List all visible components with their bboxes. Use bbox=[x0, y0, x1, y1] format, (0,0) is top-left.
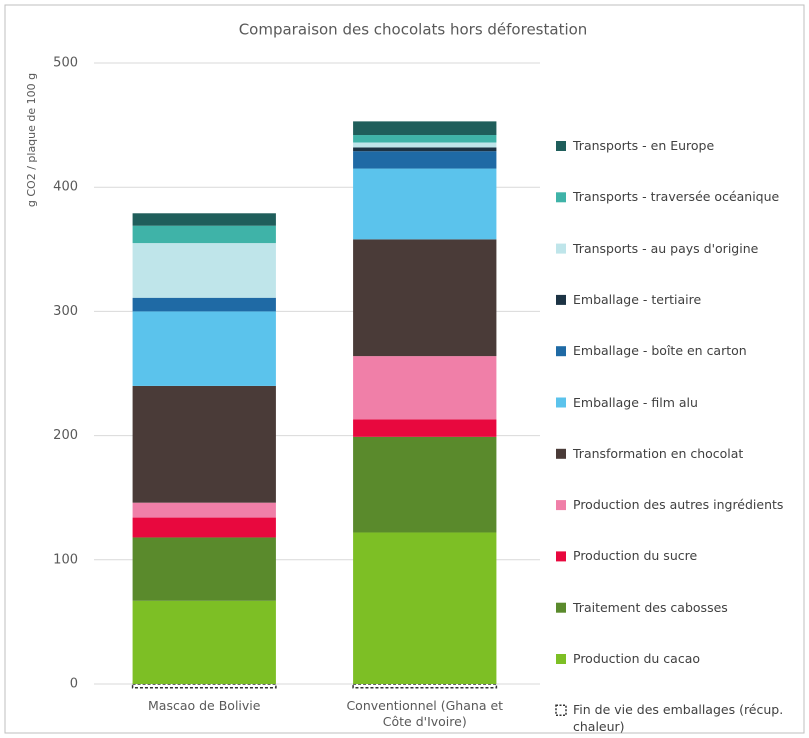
bar-segment bbox=[132, 297, 276, 312]
legend-label: Production du cacao bbox=[573, 651, 701, 666]
bar-segment bbox=[132, 600, 276, 684]
legend-swatch bbox=[556, 294, 566, 305]
frame bbox=[4, 4, 805, 734]
bar-segment bbox=[353, 121, 497, 136]
bar-segment bbox=[132, 311, 276, 386]
bar-segment bbox=[353, 168, 497, 240]
legend-label: Emballage - tertiaire bbox=[573, 291, 702, 307]
bar-segment bbox=[353, 532, 497, 684]
legend-swatch bbox=[556, 602, 566, 613]
legend-label: Transports - en Europe bbox=[573, 138, 715, 153]
legend-swatch bbox=[556, 448, 566, 459]
x-tick-label: Conventionnel (Ghana et Côte d'Ivoire) bbox=[346, 698, 504, 729]
legend-label: Production des autres ingrédients bbox=[573, 497, 784, 513]
x-tick-label: Mascao de Bolivie bbox=[148, 698, 261, 713]
legend-swatch bbox=[556, 500, 566, 511]
bar-segment bbox=[353, 356, 497, 420]
legend-swatch bbox=[556, 243, 566, 254]
legend-swatch bbox=[556, 397, 566, 408]
bar-segment bbox=[132, 517, 276, 538]
bar-segment bbox=[131, 683, 277, 689]
y-tick-label: 300 bbox=[53, 304, 78, 319]
legend-label: Emballage - film alu bbox=[573, 394, 698, 410]
bar-segment bbox=[132, 225, 276, 244]
legend-label: Transports - traversée océanique bbox=[573, 189, 780, 205]
bar-segment bbox=[132, 537, 276, 601]
bar-segment bbox=[353, 135, 497, 143]
legend-label: Fin de vie des emballages (récup. chaleu… bbox=[573, 702, 784, 735]
chart-title: Comparaison des chocolats hors déforesta… bbox=[239, 21, 588, 39]
legend-label: Transports - au pays d'origine bbox=[573, 240, 759, 256]
bar-segment bbox=[353, 147, 497, 152]
legend-label: Emballage - boîte en carton bbox=[573, 343, 747, 359]
bar-segment bbox=[132, 213, 276, 226]
y-tick-label: 100 bbox=[53, 552, 78, 567]
y-tick-label: 0 bbox=[70, 677, 78, 692]
legend-label: Production du sucre bbox=[573, 548, 698, 564]
legend-swatch bbox=[556, 551, 566, 562]
bar-segment bbox=[132, 243, 276, 298]
legend-swatch bbox=[556, 141, 566, 151]
bar-segment bbox=[353, 151, 497, 169]
bar-segment bbox=[352, 683, 498, 689]
y-tick-label: 200 bbox=[53, 428, 78, 443]
legend-swatch bbox=[556, 346, 566, 357]
bar-segment bbox=[353, 142, 497, 148]
bar-segment bbox=[353, 436, 497, 533]
legend-swatch bbox=[556, 192, 566, 203]
y-tick-label: 400 bbox=[53, 180, 78, 195]
y-axis-label: g CO2 / plaque de 100 g bbox=[25, 73, 38, 207]
y-tick-label: 500 bbox=[53, 56, 78, 71]
legend-label: Transformation en chocolat bbox=[573, 445, 744, 461]
legend-swatch bbox=[556, 654, 566, 664]
legend-swatch bbox=[555, 704, 567, 717]
legend-label: Traitement des cabosses bbox=[573, 599, 728, 615]
bar-segment bbox=[353, 239, 497, 357]
bar-segment bbox=[353, 419, 497, 437]
bar-segment bbox=[132, 385, 276, 503]
bar-segment bbox=[132, 502, 276, 518]
